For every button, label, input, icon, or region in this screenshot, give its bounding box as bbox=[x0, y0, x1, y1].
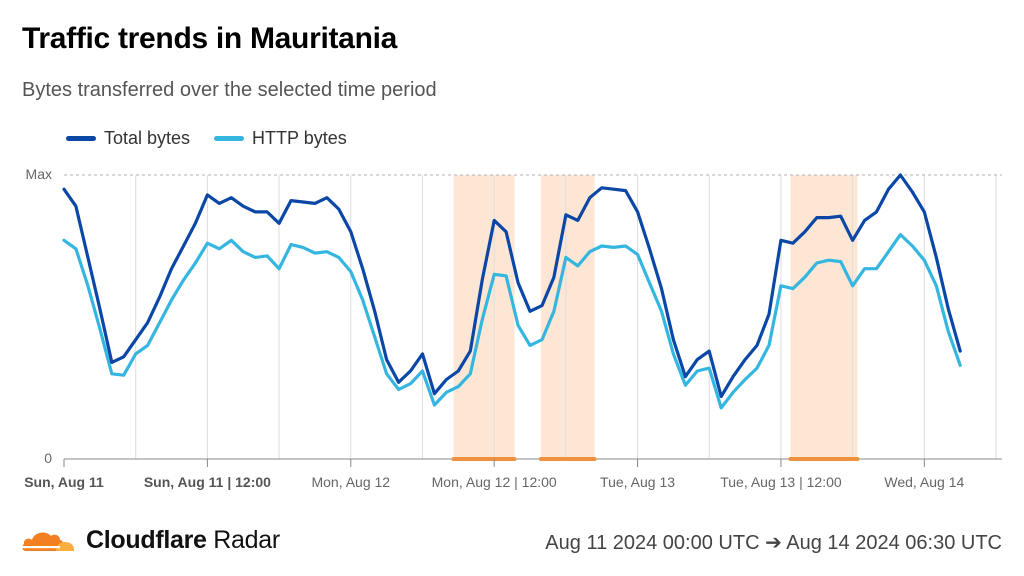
series-line-http-bytes bbox=[62, 232, 962, 410]
cloudflare-cloud-icon bbox=[22, 532, 74, 551]
legend-swatch-http-bytes bbox=[214, 136, 245, 141]
legend: Total bytes HTTP bytes bbox=[66, 128, 371, 149]
x-tick-label: Sun, Aug 11 bbox=[24, 474, 104, 490]
highlight-band bbox=[540, 175, 595, 459]
legend-item-http-bytes[interactable]: HTTP bytes bbox=[214, 128, 347, 149]
chart-title: Traffic trends in Mauritania bbox=[22, 22, 398, 55]
legend-item-total-bytes[interactable]: Total bytes bbox=[66, 128, 190, 149]
date-range: Aug 11 2024 00:00 UTC ➔ Aug 14 2024 06:3… bbox=[545, 532, 1002, 554]
legend-label-total-bytes: Total bytes bbox=[104, 128, 191, 148]
x-tick-label: Mon, Aug 12 bbox=[311, 474, 390, 490]
y-tick-label-0: 0 bbox=[44, 450, 52, 466]
cloudflare-radar-logo[interactable]: Cloudflare Radar bbox=[20, 526, 280, 555]
legend-label-http-bytes: HTTP bytes bbox=[252, 128, 347, 148]
x-tick-label: Tue, Aug 13 | 12:00 bbox=[720, 474, 842, 490]
x-tick-label: Sun, Aug 11 | 12:00 bbox=[144, 474, 271, 490]
x-tick-label: Tue, Aug 13 bbox=[600, 474, 675, 490]
traffic-line-chart: 0 Max Sun, Aug 11 Sun, Aug 11 | 12:00 Mon, A… bbox=[24, 166, 1002, 490]
x-tick-label: Wed, Aug 14 bbox=[884, 474, 964, 490]
y-tick-label-max: Max bbox=[26, 166, 52, 182]
series-line-total-bytes bbox=[62, 173, 962, 399]
chart-subtitle: Bytes transferred over the selected time… bbox=[22, 79, 437, 101]
highlight-band bbox=[790, 175, 858, 459]
brand-name: Cloudflare Radar bbox=[86, 526, 280, 554]
legend-swatch-total-bytes bbox=[66, 136, 96, 141]
x-tick-label: Mon, Aug 12 | 12:00 bbox=[432, 474, 557, 490]
